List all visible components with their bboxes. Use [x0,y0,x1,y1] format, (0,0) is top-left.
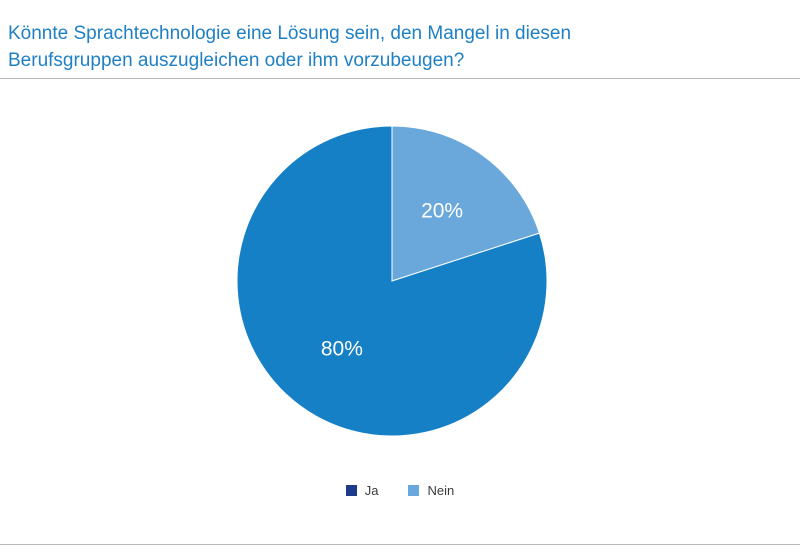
legend-label-ja: Ja [364,483,379,498]
legend-swatch-ja [345,485,357,496]
bottom-divider [0,544,800,545]
chart-title-line-1: Könnte Sprachtechnologie eine Lösung sei… [8,23,572,44]
chart-title: Könnte Sprachtechnologie eine Lösung sei… [8,20,788,74]
chart-title-line-2: Berufsgruppen auszugleichen oder ihm vor… [8,50,465,71]
top-divider [0,78,800,79]
legend-swatch-nein [408,485,420,496]
legend-item-nein: Nein [408,483,454,498]
pie-slice-ja [236,125,548,437]
legend-label-nein: Nein [427,483,455,498]
legend-item-ja: Ja [345,483,379,498]
chart-legend: Ja Nein [0,483,800,498]
pie-slice-nein [391,125,541,282]
slice-label-nein: 20% [421,200,463,223]
slice-label-ja: 80% [321,338,363,361]
